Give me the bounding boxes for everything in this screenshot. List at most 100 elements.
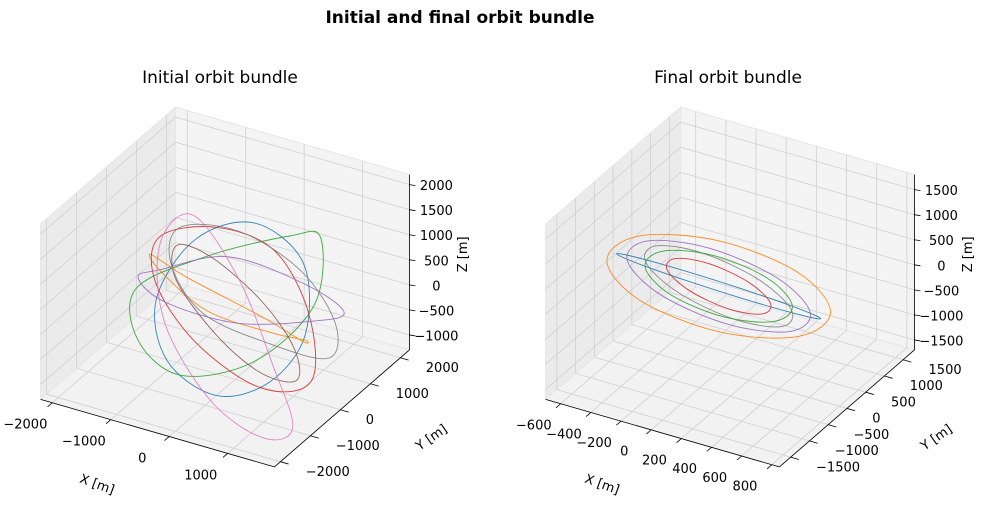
y-tick: [884, 375, 893, 379]
y-tick-label: −1000: [835, 444, 879, 459]
grid-line: [106, 341, 341, 411]
x-tick: [164, 436, 170, 441]
grid-line: [680, 272, 915, 341]
y-tick: [400, 357, 409, 361]
grid-line: [40, 267, 176, 385]
x-tick: [736, 455, 742, 461]
subplot: Initial orbit bundle −2000 −1000 0 1000 −2000…: [3, 68, 471, 498]
grid-line: [40, 141, 176, 260]
grid-line: [40, 217, 176, 335]
grid-line: [680, 146, 915, 216]
x-tick-label: −600: [516, 419, 552, 434]
z-tick-label: 1000: [925, 209, 958, 224]
z-tick: [409, 209, 416, 212]
z-tick-label: 1500: [925, 184, 958, 199]
x-axis: [545, 399, 780, 468]
grid-line: [175, 116, 410, 186]
z-tick-label: 0: [937, 259, 945, 274]
y-tick: [846, 408, 856, 412]
z-tick-label: −1000: [414, 329, 458, 344]
z-tick: [409, 184, 416, 187]
x-axis: [40, 399, 275, 468]
orbit: [616, 253, 821, 320]
x-tick-label: −200: [576, 436, 612, 451]
y-tick-label: 1000: [396, 387, 429, 402]
z-tick: [409, 334, 416, 337]
subplot-title: Final orbit bundle: [654, 68, 802, 88]
grid-line: [166, 289, 401, 359]
grid-line: [545, 121, 681, 240]
grid-line: [545, 222, 681, 340]
orbit: [171, 244, 301, 383]
x-tick: [555, 403, 561, 409]
orbit: [606, 233, 831, 339]
z-tick: [914, 214, 921, 217]
x-tick: [646, 429, 652, 435]
y-tick-label: 1500: [929, 363, 962, 378]
orbit: [644, 249, 793, 323]
y-tick-label: −1000: [336, 439, 380, 454]
y-tick-label: −500: [854, 428, 890, 443]
z-tick-label: 1500: [420, 204, 453, 219]
z-tick: [914, 189, 921, 192]
x-axis-label: X [m]: [77, 472, 116, 498]
x-tick: [766, 464, 773, 470]
grid-line: [110, 302, 246, 420]
grid-line: [680, 247, 915, 316]
y-tick: [370, 383, 379, 387]
grid-line: [227, 336, 363, 454]
grid-line: [545, 247, 681, 365]
grid-line: [680, 221, 915, 291]
subplot-title: Initial orbit bundle: [142, 68, 298, 88]
grid-line: [669, 291, 904, 361]
y-axis-label: Y [m]: [917, 422, 955, 455]
grid-line: [680, 196, 915, 266]
x-tick-label: 600: [702, 471, 727, 486]
grid-line: [175, 141, 410, 211]
orbit: [150, 226, 317, 393]
z-tick-label: 1000: [420, 229, 453, 244]
grid-line: [545, 146, 681, 265]
grid-line: [680, 121, 915, 191]
grid-line: [612, 340, 848, 409]
y-axis: [274, 349, 410, 468]
z-tick-label: −1000: [919, 309, 963, 324]
grid-line: [545, 196, 681, 315]
orbit: [129, 230, 324, 377]
z-axis-label: Z [m]: [961, 236, 976, 272]
grid-line: [631, 324, 866, 393]
z-tick: [914, 314, 921, 317]
y-tick: [903, 359, 912, 363]
subplot: Final orbit bundle −600−400−200 0 200 400 600…: [516, 68, 976, 498]
x-tick-label: −2000: [3, 418, 47, 433]
y-tick: [809, 440, 818, 444]
grid-line: [40, 116, 176, 235]
x-tick-label: −400: [546, 427, 582, 442]
y-axis-label: Y [m]: [412, 422, 450, 455]
y-tick: [790, 456, 799, 460]
orbit: [626, 239, 811, 333]
x-tick: [105, 419, 111, 425]
x-tick: [676, 438, 682, 443]
orbit: [154, 221, 310, 397]
z-tick: [409, 284, 416, 287]
y-tick-label: 500: [891, 395, 916, 410]
grid-line: [545, 272, 681, 390]
x-tick-label: 800: [733, 480, 758, 495]
grid-line: [46, 393, 281, 463]
x-tick-label: 1000: [184, 468, 217, 483]
y-tick: [865, 391, 874, 395]
z-tick-label: −500: [924, 284, 960, 299]
z-tick: [409, 259, 416, 262]
z-tick-label: −1500: [919, 334, 963, 349]
y-tick-label: 2000: [426, 361, 459, 376]
z-tick: [409, 309, 416, 312]
z-tick-label: −500: [419, 304, 455, 319]
y-tick-label: 1000: [910, 379, 943, 394]
orbit: [137, 255, 345, 325]
grid-line: [76, 367, 311, 437]
grid-line: [556, 389, 791, 458]
orbit: [665, 257, 772, 315]
z-tick-label: 500: [424, 254, 449, 269]
